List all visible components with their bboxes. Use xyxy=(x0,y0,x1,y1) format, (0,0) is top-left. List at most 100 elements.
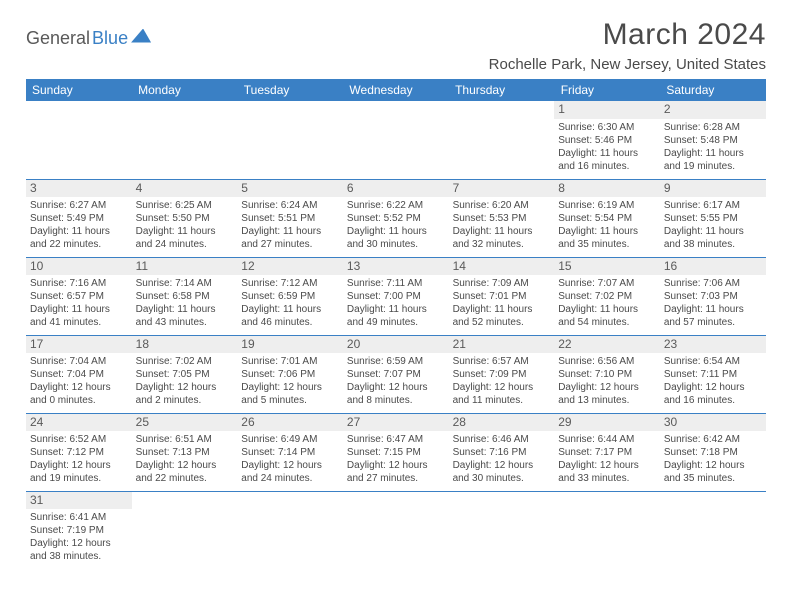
calendar-cell: 8Sunrise: 6:19 AMSunset: 5:54 PMDaylight… xyxy=(554,179,660,257)
daylight-text: Daylight: 11 hours xyxy=(558,147,656,160)
day-number: 20 xyxy=(343,336,449,354)
logo-text-general: General xyxy=(26,28,90,49)
sunrise-text: Sunrise: 6:57 AM xyxy=(453,355,551,368)
sunset-text: Sunset: 7:04 PM xyxy=(30,368,128,381)
daylight-text: and 5 minutes. xyxy=(241,394,339,407)
day-number: 6 xyxy=(343,180,449,198)
sunset-text: Sunset: 5:51 PM xyxy=(241,212,339,225)
calendar-cell xyxy=(449,491,555,569)
daylight-text: Daylight: 11 hours xyxy=(558,303,656,316)
day-number: 7 xyxy=(449,180,555,198)
daylight-text: and 22 minutes. xyxy=(136,472,234,485)
calendar-cell xyxy=(237,491,343,569)
calendar-cell: 19Sunrise: 7:01 AMSunset: 7:06 PMDayligh… xyxy=(237,335,343,413)
calendar-cell: 9Sunrise: 6:17 AMSunset: 5:55 PMDaylight… xyxy=(660,179,766,257)
daylight-text: Daylight: 12 hours xyxy=(30,537,128,550)
day-number: 26 xyxy=(237,414,343,432)
sunset-text: Sunset: 7:00 PM xyxy=(347,290,445,303)
calendar-cell: 7Sunrise: 6:20 AMSunset: 5:53 PMDaylight… xyxy=(449,179,555,257)
page-subtitle: Rochelle Park, New Jersey, United States xyxy=(489,56,766,73)
day-number: 14 xyxy=(449,258,555,276)
sunrise-text: Sunrise: 7:12 AM xyxy=(241,277,339,290)
sunset-text: Sunset: 7:07 PM xyxy=(347,368,445,381)
daylight-text: Daylight: 12 hours xyxy=(347,381,445,394)
day-number: 22 xyxy=(554,336,660,354)
sunset-text: Sunset: 5:52 PM xyxy=(347,212,445,225)
daylight-text: and 35 minutes. xyxy=(558,238,656,251)
daylight-text: and 19 minutes. xyxy=(30,472,128,485)
day-number: 31 xyxy=(26,492,132,510)
day-header: Thursday xyxy=(449,79,555,101)
daylight-text: and 0 minutes. xyxy=(30,394,128,407)
daylight-text: Daylight: 12 hours xyxy=(347,459,445,472)
sunrise-text: Sunrise: 6:51 AM xyxy=(136,433,234,446)
day-number: 10 xyxy=(26,258,132,276)
calendar-cell: 25Sunrise: 6:51 AMSunset: 7:13 PMDayligh… xyxy=(132,413,238,491)
daylight-text: and 30 minutes. xyxy=(453,472,551,485)
sunset-text: Sunset: 7:17 PM xyxy=(558,446,656,459)
sunset-text: Sunset: 7:05 PM xyxy=(136,368,234,381)
sunrise-text: Sunrise: 6:27 AM xyxy=(30,199,128,212)
sunrise-text: Sunrise: 7:11 AM xyxy=(347,277,445,290)
sunset-text: Sunset: 5:46 PM xyxy=(558,134,656,147)
sunset-text: Sunset: 7:09 PM xyxy=(453,368,551,381)
daylight-text: and 16 minutes. xyxy=(664,394,762,407)
daylight-text: and 38 minutes. xyxy=(30,550,128,563)
calendar-cell: 15Sunrise: 7:07 AMSunset: 7:02 PMDayligh… xyxy=(554,257,660,335)
day-number: 23 xyxy=(660,336,766,354)
daylight-text: and 32 minutes. xyxy=(453,238,551,251)
sunrise-text: Sunrise: 6:56 AM xyxy=(558,355,656,368)
calendar-cell: 21Sunrise: 6:57 AMSunset: 7:09 PMDayligh… xyxy=(449,335,555,413)
daylight-text: Daylight: 12 hours xyxy=(664,459,762,472)
calendar-cell xyxy=(132,101,238,179)
calendar-cell: 30Sunrise: 6:42 AMSunset: 7:18 PMDayligh… xyxy=(660,413,766,491)
calendar-week: 17Sunrise: 7:04 AMSunset: 7:04 PMDayligh… xyxy=(26,335,766,413)
calendar-page: General Blue March 2024 Rochelle Park, N… xyxy=(0,0,792,579)
sunrise-text: Sunrise: 6:59 AM xyxy=(347,355,445,368)
calendar-cell: 13Sunrise: 7:11 AMSunset: 7:00 PMDayligh… xyxy=(343,257,449,335)
calendar-cell xyxy=(449,101,555,179)
calendar-cell: 26Sunrise: 6:49 AMSunset: 7:14 PMDayligh… xyxy=(237,413,343,491)
day-header: Tuesday xyxy=(237,79,343,101)
calendar-cell xyxy=(343,491,449,569)
sunset-text: Sunset: 6:58 PM xyxy=(136,290,234,303)
sunset-text: Sunset: 7:16 PM xyxy=(453,446,551,459)
sunrise-text: Sunrise: 6:52 AM xyxy=(30,433,128,446)
sunrise-text: Sunrise: 7:16 AM xyxy=(30,277,128,290)
daylight-text: and 8 minutes. xyxy=(347,394,445,407)
sunrise-text: Sunrise: 6:44 AM xyxy=(558,433,656,446)
daylight-text: Daylight: 11 hours xyxy=(558,225,656,238)
day-number: 27 xyxy=(343,414,449,432)
calendar-cell xyxy=(660,491,766,569)
daylight-text: and 24 minutes. xyxy=(136,238,234,251)
daylight-text: Daylight: 12 hours xyxy=(241,459,339,472)
page-title: March 2024 xyxy=(489,18,766,52)
calendar-body: 1Sunrise: 6:30 AMSunset: 5:46 PMDaylight… xyxy=(26,101,766,569)
day-number: 5 xyxy=(237,180,343,198)
daylight-text: Daylight: 11 hours xyxy=(30,225,128,238)
daylight-text: Daylight: 12 hours xyxy=(558,459,656,472)
sunset-text: Sunset: 6:57 PM xyxy=(30,290,128,303)
calendar-cell: 10Sunrise: 7:16 AMSunset: 6:57 PMDayligh… xyxy=(26,257,132,335)
sunset-text: Sunset: 7:19 PM xyxy=(30,524,128,537)
sunrise-text: Sunrise: 6:41 AM xyxy=(30,511,128,524)
sunrise-text: Sunrise: 6:49 AM xyxy=(241,433,339,446)
day-header: Friday xyxy=(554,79,660,101)
daylight-text: and 30 minutes. xyxy=(347,238,445,251)
sunrise-text: Sunrise: 6:30 AM xyxy=(558,121,656,134)
sunrise-text: Sunrise: 6:42 AM xyxy=(664,433,762,446)
calendar-week: 10Sunrise: 7:16 AMSunset: 6:57 PM Dayligh… xyxy=(26,257,766,335)
day-number: 28 xyxy=(449,414,555,432)
title-block: March 2024 Rochelle Park, New Jersey, Un… xyxy=(489,18,766,73)
daylight-text: and 22 minutes. xyxy=(30,238,128,251)
calendar-cell: 22Sunrise: 6:56 AMSunset: 7:10 PMDayligh… xyxy=(554,335,660,413)
sunrise-text: Sunrise: 6:28 AM xyxy=(664,121,762,134)
daylight-text: and 49 minutes. xyxy=(347,316,445,329)
sunrise-text: Sunrise: 7:14 AM xyxy=(136,277,234,290)
calendar-cell: 23Sunrise: 6:54 AMSunset: 7:11 PMDayligh… xyxy=(660,335,766,413)
daylight-text: and 57 minutes. xyxy=(664,316,762,329)
day-header: Wednesday xyxy=(343,79,449,101)
calendar-cell: 4Sunrise: 6:25 AMSunset: 5:50 PMDaylight… xyxy=(132,179,238,257)
sunset-text: Sunset: 5:53 PM xyxy=(453,212,551,225)
sunset-text: Sunset: 7:06 PM xyxy=(241,368,339,381)
